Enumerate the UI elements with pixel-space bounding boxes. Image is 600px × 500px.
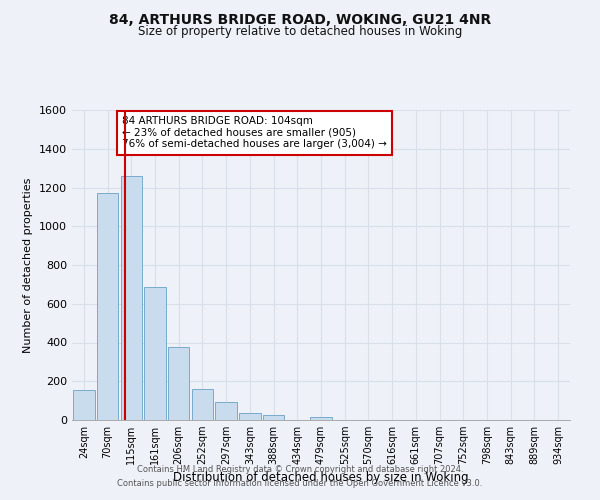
Bar [192, 388, 213, 420]
Y-axis label: Number of detached properties: Number of detached properties [23, 178, 34, 352]
Bar [73, 390, 95, 420]
Bar [121, 176, 142, 420]
Bar [168, 348, 190, 420]
Text: Contains HM Land Registry data © Crown copyright and database right 2024.
Contai: Contains HM Land Registry data © Crown c… [118, 466, 482, 487]
Bar [145, 288, 166, 420]
Bar [215, 402, 237, 420]
Bar [263, 416, 284, 420]
Text: 84, ARTHURS BRIDGE ROAD, WOKING, GU21 4NR: 84, ARTHURS BRIDGE ROAD, WOKING, GU21 4N… [109, 12, 491, 26]
Bar [310, 418, 332, 420]
Bar [97, 194, 118, 420]
X-axis label: Distribution of detached houses by size in Woking: Distribution of detached houses by size … [173, 472, 469, 484]
Text: Size of property relative to detached houses in Woking: Size of property relative to detached ho… [138, 25, 462, 38]
Text: 84 ARTHURS BRIDGE ROAD: 104sqm
← 23% of detached houses are smaller (905)
76% of: 84 ARTHURS BRIDGE ROAD: 104sqm ← 23% of … [122, 116, 386, 150]
Bar [239, 413, 260, 420]
